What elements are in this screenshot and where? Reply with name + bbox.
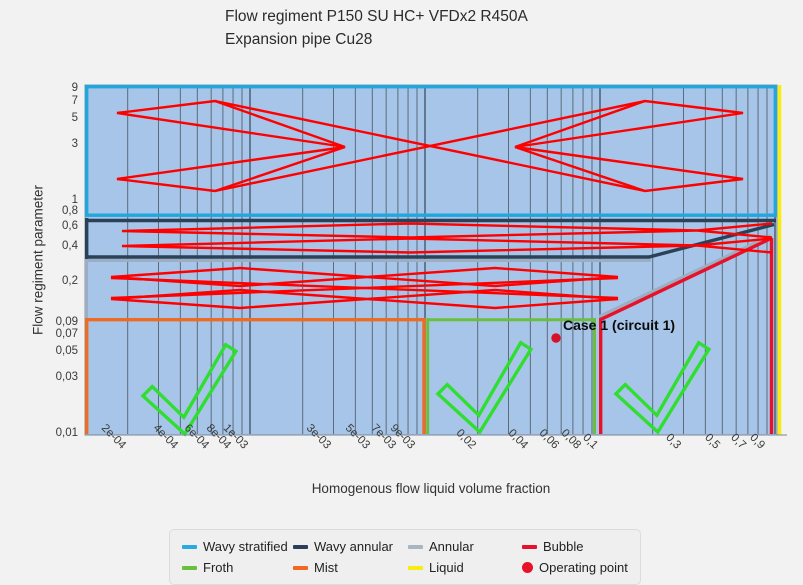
legend-item: Operating point <box>522 560 628 575</box>
legend-label: Wavy stratified <box>203 539 288 554</box>
y-tick-label: 0,03 <box>55 371 78 384</box>
y-tick-label: 0,8 <box>62 204 78 217</box>
y-tick-label: 0,07 <box>55 328 78 341</box>
red-zigzag-pattern <box>110 99 773 310</box>
legend-label: Mist <box>314 560 338 575</box>
legend-label: Annular <box>429 539 474 554</box>
legend: Wavy stratified Wavy annular Annular Bubble… <box>169 529 641 585</box>
legend-dash-swatch <box>182 544 197 549</box>
legend-dash-swatch <box>408 565 423 570</box>
legend-label: Wavy annular <box>314 539 393 554</box>
region-borders <box>84 84 782 435</box>
checkmark-icon-3 <box>613 340 712 435</box>
y-tick-label: 5 <box>71 112 78 125</box>
x-axis-label: Homogenous flow liquid volume fraction <box>311 481 551 496</box>
wavy-annular-border <box>85 218 776 259</box>
y-tick-label: 1 <box>71 193 78 206</box>
chart-title: Flow regiment P150 SU HC+ VFDx2 R450A <box>225 8 528 25</box>
checkmark-icon-1 <box>140 342 239 437</box>
y-tick-label: 7 <box>71 95 78 108</box>
y-tick-label: 0,01 <box>55 427 78 439</box>
legend-dash-swatch <box>182 565 197 570</box>
legend-circle-swatch <box>522 562 533 573</box>
legend-label: Bubble <box>543 539 584 554</box>
legend-dash-swatch <box>522 544 537 549</box>
y-tick-label: 0,2 <box>62 275 78 288</box>
legend-dash-swatch <box>293 565 308 570</box>
mist-border <box>85 318 426 434</box>
froth-border <box>426 318 596 434</box>
y-tick-label: 0,4 <box>62 240 78 253</box>
legend-item: Wavy stratified <box>182 539 293 554</box>
y-tick-label: 9 <box>71 82 78 95</box>
legend-label: Operating point <box>539 560 628 575</box>
legend-label: Froth <box>203 560 234 575</box>
operating-point-label: Case 1 (circuit 1) <box>563 317 676 333</box>
y-tick-label: 0,09 <box>55 315 78 328</box>
bubble-border <box>599 236 774 434</box>
legend-label: Liquid <box>429 560 464 575</box>
legend-item: Annular <box>408 539 522 554</box>
chart-subtitle: Expansion pipe Cu28 <box>225 31 373 48</box>
operating-point <box>551 333 561 343</box>
legend-item: Froth <box>182 560 293 575</box>
legend-item: Mist <box>293 560 408 575</box>
checkmark-icon-2 <box>435 340 534 435</box>
legend-dash-swatch <box>293 544 308 549</box>
legend-item: Bubble <box>522 539 628 554</box>
legend-item: Wavy annular <box>293 539 408 554</box>
y-tick-label: 0,05 <box>55 345 78 358</box>
y-tick-label: 3 <box>71 138 78 150</box>
legend-dash-swatch <box>408 544 423 549</box>
wavy-stratified-border <box>84 84 777 217</box>
legend-item: Liquid <box>408 560 522 575</box>
y-tick-label: 0,6 <box>62 219 78 232</box>
